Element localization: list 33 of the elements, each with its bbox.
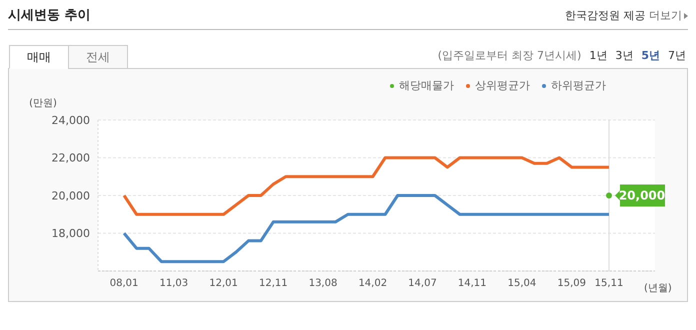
- x-tick-label: 08,01: [110, 278, 138, 290]
- x-axis-title: (년월): [644, 282, 672, 295]
- text: (입주일로부터 최장 7년시세): [438, 49, 582, 62]
- x-tick-label: 12,01: [209, 278, 238, 290]
- text: 더보기: [649, 9, 682, 22]
- x-tick-label: 14,02: [358, 278, 388, 290]
- text: 전세: [68, 45, 128, 69]
- y-tick-label: 18,000: [52, 227, 90, 240]
- data-label: 20,000: [618, 188, 666, 202]
- line-series: [122, 156, 610, 216]
- y-axis-title: (만원): [29, 98, 57, 109]
- x-tick-label: 15,11: [594, 278, 624, 290]
- legend-label: 하위평균가: [550, 78, 606, 93]
- text: 5년: [641, 49, 660, 62]
- x-tick-label: 15,09: [557, 278, 586, 290]
- line-series: [122, 194, 610, 264]
- y-tick-label: 20,000: [52, 189, 90, 202]
- text: 1년: [589, 49, 608, 62]
- legend-label: 상위평균가: [474, 78, 530, 93]
- text: 3년: [615, 49, 634, 62]
- text: 7년: [668, 49, 686, 62]
- y-tick-label: 24,000: [52, 114, 90, 127]
- y-tick-label: 22,000: [52, 152, 90, 165]
- x-tick-label: 11,03: [160, 278, 188, 290]
- legend-label: 해당매물가: [398, 78, 454, 93]
- chart-title: 시세변동 추이: [8, 7, 91, 24]
- x-tick-label: 14,07: [408, 278, 437, 290]
- x-tick-label: 14,11: [458, 278, 487, 290]
- x-tick-label: 13,08: [308, 278, 338, 290]
- x-tick-label: 12,11: [258, 278, 288, 290]
- text: 한국감정원 제공: [565, 9, 646, 22]
- x-tick-label: 15,04: [508, 278, 536, 290]
- text: 매매: [9, 45, 69, 69]
